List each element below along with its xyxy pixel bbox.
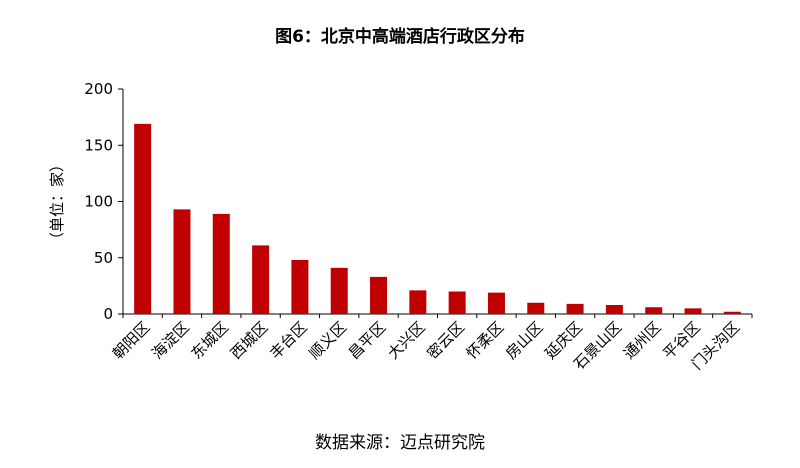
x-category-label: 房山区 — [502, 318, 547, 363]
bar-12 — [566, 303, 584, 314]
x-category-label: 丰台区 — [266, 318, 311, 363]
bar-10 — [487, 292, 505, 314]
y-tick-label: 150 — [84, 136, 113, 154]
x-category-label: 通州区 — [620, 318, 665, 363]
x-category-label: 怀柔区 — [463, 318, 508, 363]
x-category-label: 顺义区 — [305, 318, 350, 363]
bar-series — [134, 123, 741, 314]
chart-title: 图6：北京中高端酒店行政区分布 — [275, 27, 525, 47]
y-axis-ticks: 0 50 100 150 200 — [84, 80, 123, 323]
y-tick-label: 200 — [84, 80, 113, 98]
bar-5 — [291, 260, 309, 314]
x-category-label: 西城区 — [227, 318, 272, 363]
bar-1 — [134, 123, 152, 314]
x-category-label: 东城区 — [188, 318, 233, 363]
x-category-label: 大兴区 — [384, 318, 429, 363]
bar-16 — [723, 311, 741, 314]
bar-9 — [448, 291, 466, 314]
bar-11 — [527, 302, 545, 314]
x-category-label: 朝阳区 — [109, 318, 154, 363]
source-note: 数据来源：迈点研究院 — [315, 433, 485, 453]
y-axis-label: （单位：家） — [48, 157, 66, 247]
x-category-label: 密云区 — [423, 318, 468, 363]
bar-13 — [605, 305, 623, 314]
bar-14 — [645, 307, 663, 314]
bar-3 — [212, 213, 230, 314]
x-axis-category-labels: 朝阳区海淀区东城区西城区丰台区顺义区昌平区大兴区密云区怀柔区房山区延庆区石景山区… — [109, 318, 743, 373]
bar-4 — [252, 245, 270, 314]
y-tick-label: 0 — [103, 305, 113, 323]
y-tick-label: 100 — [84, 193, 113, 211]
bar-2 — [173, 209, 191, 314]
x-category-label: 海淀区 — [148, 318, 193, 363]
bar-6 — [330, 267, 348, 314]
y-tick-label: 50 — [94, 249, 113, 267]
bar-8 — [409, 290, 427, 314]
bar-7 — [370, 276, 388, 314]
bar-15 — [684, 308, 702, 314]
x-category-label: 昌平区 — [345, 318, 390, 363]
